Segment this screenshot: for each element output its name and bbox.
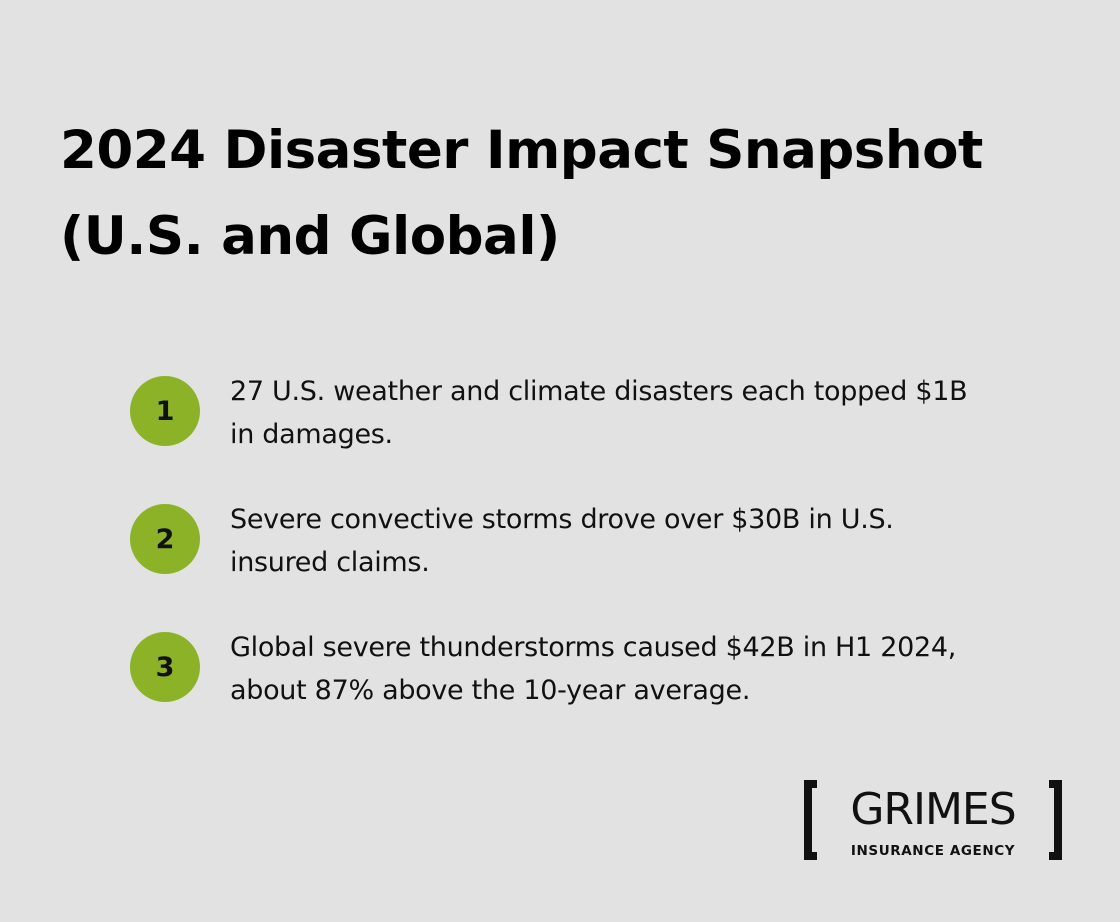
item-text-line: 27 U.S. weather and climate disasters ea… (230, 376, 968, 407)
page-title: 2024 Disaster Impact Snapshot (U.S. and … (60, 108, 983, 280)
item-text-line: about 87% above the 10-year average. (230, 675, 751, 706)
logo-tagline: INSURANCE AGENCY (850, 843, 1016, 859)
list-item: 1 27 U.S. weather and climate disasters … (130, 370, 1090, 498)
item-text-line: Severe convective storms drove over $30B… (230, 504, 894, 535)
item-text-line: insured claims. (230, 547, 430, 578)
item-text-line: in damages. (230, 419, 393, 450)
item-text: Severe convective storms drove over $30B… (230, 498, 894, 584)
list-item: 2 Severe convective storms drove over $3… (130, 498, 1090, 626)
title-line-2: (U.S. and Global) (60, 206, 560, 267)
item-text: 27 U.S. weather and climate disasters ea… (230, 370, 968, 456)
item-text-line: Global severe thunderstorms caused $42B … (230, 632, 957, 663)
fact-list: 1 27 U.S. weather and climate disasters … (130, 370, 1090, 754)
left-bracket-icon (804, 780, 817, 860)
number-badge: 1 (130, 376, 200, 446)
list-item: 3 Global severe thunderstorms caused $42… (130, 626, 1090, 754)
logo-name: GRIMES (850, 784, 1016, 835)
grimes-logo: GRIMES INSURANCE AGENCY (804, 780, 1062, 862)
right-bracket-icon (1049, 780, 1062, 860)
title-line-1: 2024 Disaster Impact Snapshot (60, 120, 983, 181)
number-badge: 3 (130, 632, 200, 702)
item-text: Global severe thunderstorms caused $42B … (230, 626, 956, 712)
number-badge: 2 (130, 504, 200, 574)
